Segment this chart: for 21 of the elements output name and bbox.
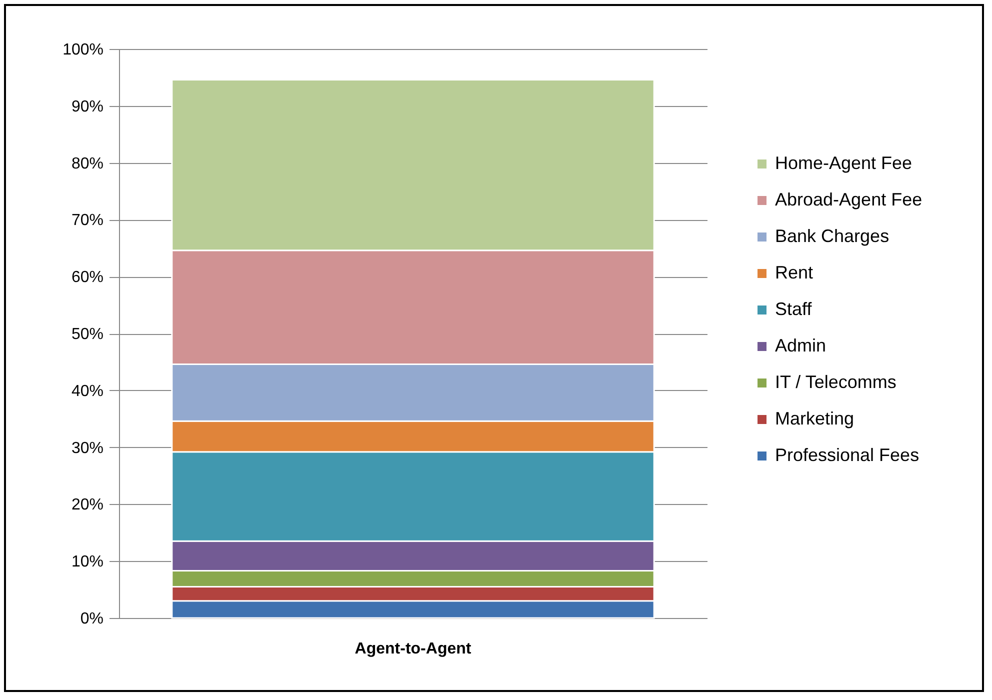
y-tick-label: 90% bbox=[71, 98, 104, 116]
y-tick-label: 20% bbox=[71, 496, 104, 514]
y-tick-label: 30% bbox=[71, 440, 104, 457]
y-tick-label: 50% bbox=[71, 326, 104, 343]
y-tick-label: 10% bbox=[71, 554, 104, 571]
legend-label: Rent bbox=[775, 262, 814, 282]
y-tick-label: 100% bbox=[62, 42, 104, 58]
legend-label: Home-Agent Fee bbox=[775, 153, 912, 173]
legend-label: Staff bbox=[775, 299, 813, 319]
y-tick-label: 60% bbox=[71, 269, 104, 286]
x-tick-label: Agent-to-Agent bbox=[354, 640, 472, 658]
y-tick-label: 40% bbox=[71, 382, 104, 400]
y-tick-label: 0% bbox=[80, 610, 104, 628]
y-tick-label: 70% bbox=[71, 212, 104, 230]
legend-label: Abroad-Agent Fee bbox=[775, 190, 922, 210]
legend-label: IT / Telecomms bbox=[775, 372, 896, 392]
legend-label: Marketing bbox=[775, 408, 854, 428]
legend-label: Bank Charges bbox=[775, 226, 890, 246]
y-tick-label: 80% bbox=[71, 155, 104, 172]
legend-label: Professional Fees bbox=[775, 445, 920, 465]
legend-label: Admin bbox=[775, 336, 826, 356]
